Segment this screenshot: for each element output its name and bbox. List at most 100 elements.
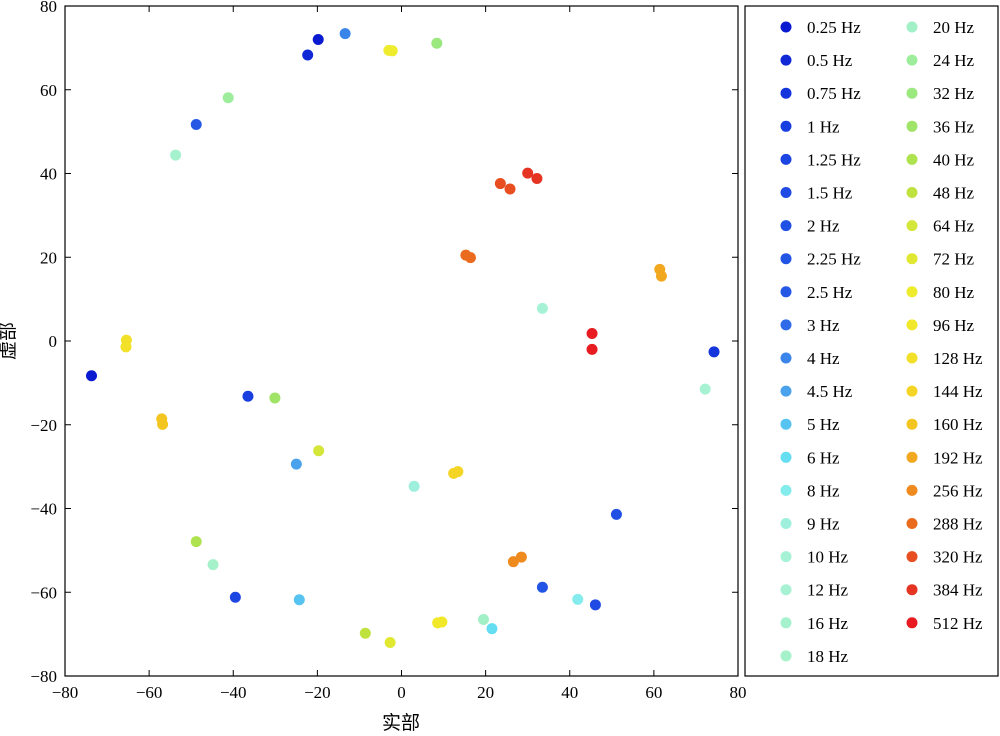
legend-marker <box>906 153 918 165</box>
legend-marker <box>780 518 792 529</box>
x-tick-label: −20 <box>304 683 331 702</box>
legend-marker <box>906 187 918 198</box>
data-point <box>586 343 598 355</box>
legend-label: 8 Hz <box>807 481 840 500</box>
data-point <box>655 270 667 282</box>
legend-marker <box>780 21 792 33</box>
x-tick-label: 60 <box>645 683 662 702</box>
data-point <box>242 390 254 402</box>
data-point <box>313 445 325 457</box>
legend-marker <box>906 484 918 496</box>
legend-label: 4 Hz <box>807 349 840 368</box>
data-point <box>190 119 202 131</box>
legend-marker <box>906 21 918 33</box>
legend-label: 128 Hz <box>933 349 983 368</box>
legend-label: 1.5 Hz <box>807 184 853 203</box>
x-tick-label: −60 <box>136 683 163 702</box>
data-point <box>170 149 182 161</box>
y-tick-label: 80 <box>40 0 57 16</box>
legend-marker <box>780 187 792 198</box>
legend-label: 2.25 Hz <box>807 250 861 269</box>
legend-marker <box>780 385 792 397</box>
legend-label: 192 Hz <box>933 448 983 467</box>
legend-marker <box>780 153 792 165</box>
legend-label: 2 Hz <box>807 217 840 236</box>
data-point <box>293 594 305 606</box>
data-point <box>708 346 720 358</box>
data-point <box>478 613 490 625</box>
y-tick-label: 0 <box>49 332 58 351</box>
legend-marker <box>906 385 918 397</box>
data-points <box>85 28 720 648</box>
legend-marker <box>906 87 918 99</box>
legend-marker <box>906 253 918 265</box>
data-point <box>269 392 281 404</box>
legend-label: 10 Hz <box>807 548 849 567</box>
legend-marker <box>906 286 918 298</box>
legend-label: 6 Hz <box>807 448 840 467</box>
legend-marker <box>780 551 792 563</box>
legend-marker <box>906 617 918 629</box>
x-tick-label: −80 <box>52 683 79 702</box>
legend-marker <box>906 418 918 430</box>
legend-label: 1.25 Hz <box>807 150 861 169</box>
data-point <box>536 581 548 593</box>
legend-label: 32 Hz <box>933 84 975 103</box>
legend-marker <box>780 120 792 132</box>
data-point <box>536 302 548 314</box>
legend-marker <box>780 451 792 463</box>
y-tick-label: −80 <box>30 667 57 686</box>
data-point <box>339 28 351 40</box>
data-point <box>572 593 584 605</box>
legend-marker <box>906 551 918 563</box>
legend-label: 144 Hz <box>933 382 983 401</box>
legend-label: 16 Hz <box>807 614 849 633</box>
data-point <box>507 556 519 568</box>
legend-label: 48 Hz <box>933 184 975 203</box>
legend-label: 2.5 Hz <box>807 283 853 302</box>
legend: 0.25 Hz 0.5 Hz 0.75 Hz 1 Hz 1.25 Hz 1.5 Hz 2 H… <box>780 18 983 666</box>
data-point <box>302 49 314 61</box>
legend-label: 0.25 Hz <box>807 18 861 37</box>
data-point <box>515 551 527 563</box>
legend-label: 36 Hz <box>933 117 975 136</box>
legend-marker <box>780 584 792 596</box>
legend-label: 18 Hz <box>807 647 849 666</box>
legend-marker <box>780 484 792 496</box>
legend-box <box>744 5 999 677</box>
data-point <box>494 178 506 190</box>
legend-label: 5 Hz <box>807 415 840 434</box>
y-tick-label: −40 <box>30 500 57 519</box>
data-point <box>190 536 202 548</box>
data-point <box>699 383 711 395</box>
legend-marker <box>780 650 792 662</box>
data-point <box>290 458 302 470</box>
x-tick-label: 0 <box>397 683 406 702</box>
legend-marker <box>906 319 918 331</box>
data-point <box>386 45 398 57</box>
legend-label: 160 Hz <box>933 415 983 434</box>
legend-marker <box>906 120 918 132</box>
legend-label: 24 Hz <box>933 51 975 70</box>
legend-label: 512 Hz <box>933 614 983 633</box>
data-point <box>452 466 464 478</box>
legend-label: 0.5 Hz <box>807 51 853 70</box>
data-point <box>504 183 516 195</box>
legend-label: 0.75 Hz <box>807 84 861 103</box>
legend-label: 4.5 Hz <box>807 382 853 401</box>
data-point <box>464 252 476 264</box>
legend-label: 80 Hz <box>933 283 975 302</box>
y-axis-label: 虚部 <box>0 322 19 360</box>
legend-marker <box>780 253 792 265</box>
legend-label: 3 Hz <box>807 316 840 335</box>
legend-marker <box>780 617 792 629</box>
data-point <box>359 627 371 639</box>
y-tick-label: −20 <box>30 416 57 435</box>
legend-marker <box>780 220 792 232</box>
data-point <box>610 508 622 520</box>
x-tick-label: 80 <box>730 683 747 702</box>
data-point <box>531 173 543 185</box>
legend-label: 320 Hz <box>933 548 983 567</box>
data-point <box>436 616 448 628</box>
